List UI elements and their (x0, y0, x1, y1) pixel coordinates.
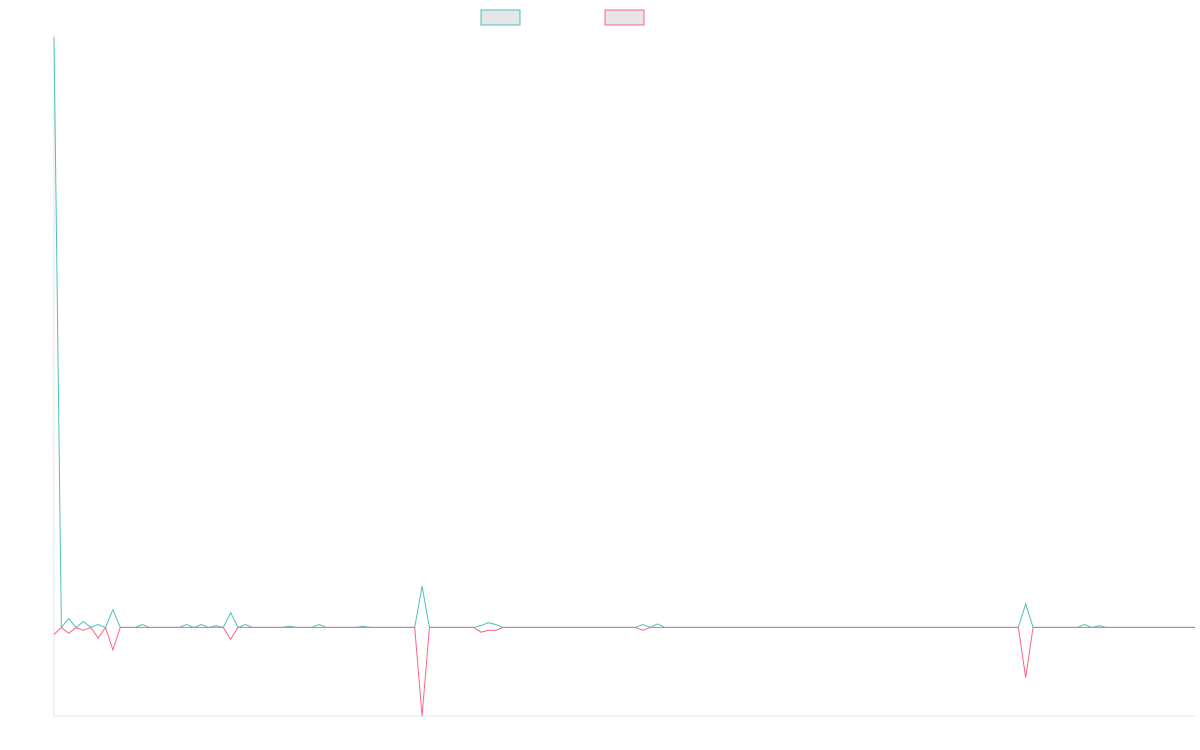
legend-item-1[interactable] (480, 9, 521, 26)
legend-swatch-1[interactable] (480, 9, 521, 26)
axes (53, 35, 1195, 717)
series-lines (53, 36, 1195, 717)
legend[interactable] (480, 9, 645, 26)
legend-swatch-2[interactable] (604, 9, 645, 26)
series-line-1 (53, 36, 1195, 629)
legend-item-2[interactable] (604, 9, 645, 26)
series-line-2 (53, 626, 1195, 717)
